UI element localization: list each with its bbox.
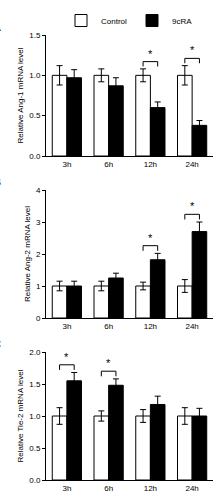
svg-text:0: 0	[36, 314, 41, 323]
svg-text:Control: Control	[101, 17, 127, 26]
svg-text:Relative Tie-2 mRNA level: Relative Tie-2 mRNA level	[16, 369, 25, 462]
svg-text:6h: 6h	[104, 160, 113, 169]
svg-text:3h: 3h	[62, 160, 71, 169]
svg-text:6h: 6h	[104, 484, 113, 493]
svg-text:12h: 12h	[144, 160, 157, 169]
svg-text:B: B	[0, 176, 1, 188]
svg-text:24h: 24h	[185, 322, 198, 331]
svg-text:2: 2	[36, 250, 41, 259]
svg-text:1.5: 1.5	[29, 31, 41, 40]
svg-text:C: C	[0, 338, 1, 350]
svg-text:Relative Ang-1 mRNA level: Relative Ang-1 mRNA level	[16, 47, 25, 143]
svg-text:0.0: 0.0	[29, 476, 41, 485]
svg-text:A: A	[0, 21, 1, 33]
svg-text:1: 1	[36, 282, 41, 291]
svg-text:9cRA: 9cRA	[172, 17, 192, 26]
svg-text:12h: 12h	[144, 322, 157, 331]
svg-text:*: *	[190, 44, 195, 56]
svg-text:3h: 3h	[62, 484, 71, 493]
svg-text:1.5: 1.5	[29, 380, 41, 389]
svg-text:*: *	[148, 232, 153, 244]
svg-text:12h: 12h	[144, 484, 157, 493]
svg-text:3: 3	[36, 218, 41, 227]
svg-text:0.0: 0.0	[29, 152, 41, 161]
svg-text:Relative Ang-2 mRNA level: Relative Ang-2 mRNA level	[23, 206, 32, 302]
svg-text:*: *	[148, 48, 153, 60]
svg-text:24h: 24h	[185, 484, 198, 493]
svg-text:*: *	[64, 351, 69, 363]
svg-text:2.0: 2.0	[29, 348, 41, 357]
svg-text:3h: 3h	[62, 322, 71, 331]
svg-text:4: 4	[36, 186, 41, 195]
svg-text:1.0: 1.0	[29, 71, 41, 80]
svg-text:6h: 6h	[104, 322, 113, 331]
svg-text:1.0: 1.0	[29, 412, 41, 421]
svg-text:*: *	[106, 357, 111, 369]
svg-text:0.5: 0.5	[29, 444, 41, 453]
svg-text:24h: 24h	[185, 160, 198, 169]
svg-text:0.5: 0.5	[29, 111, 41, 120]
svg-text:*: *	[190, 200, 195, 212]
